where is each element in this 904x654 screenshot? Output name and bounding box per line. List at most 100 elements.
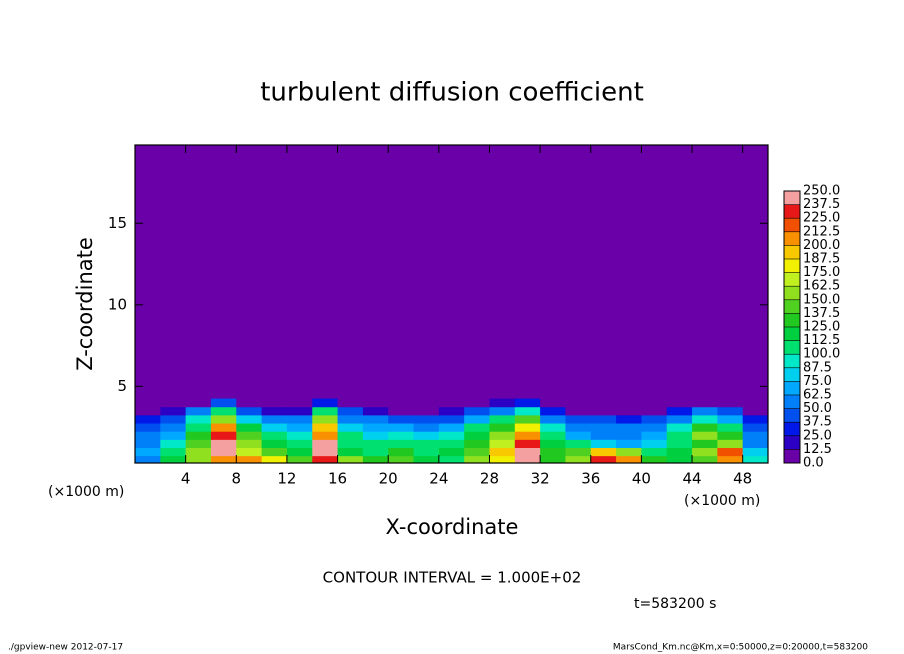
contour-cell [489, 431, 516, 440]
contour-cell [540, 455, 566, 463]
contour-cell [135, 406, 161, 416]
colorbar-label: 162.5 [803, 279, 840, 294]
y-tick-label: 5 [117, 377, 127, 395]
contour-cell [185, 414, 212, 424]
x-unit: (×1000 m) [684, 493, 760, 509]
contour-cell [312, 431, 339, 440]
contour-cell [135, 455, 161, 463]
contour-cell [692, 423, 718, 432]
colorbar-swatch [784, 313, 800, 327]
contour-cell [185, 455, 212, 463]
colorbar-label: 12.5 [803, 442, 832, 457]
contour-cell [565, 431, 592, 440]
contour-cell [540, 439, 566, 449]
contour-cell [590, 431, 617, 440]
colorbar-swatch [784, 299, 800, 314]
colorbar-swatch [784, 367, 800, 382]
contour-cell [742, 406, 768, 416]
contour-cell [388, 423, 415, 432]
colorbar-swatch [784, 449, 800, 463]
contour-cell [160, 455, 187, 463]
colorbar-swatch [784, 327, 800, 341]
contour-cell [616, 439, 642, 449]
contour-cell [641, 406, 668, 416]
contour-cell [185, 398, 212, 408]
contour-cell [464, 398, 490, 408]
contour-cell [236, 414, 263, 424]
contour-cell [236, 455, 263, 463]
x-tick-label: 8 [232, 470, 242, 488]
contour-cell [261, 406, 288, 416]
contour-cell [464, 423, 490, 432]
footer-right: MarsCond_Km.nc@Km,x=0:50000,z=0:20000,t=… [613, 643, 868, 653]
contour-cell [717, 447, 744, 457]
contour-cell [742, 455, 768, 463]
contour-cell [337, 439, 364, 449]
contour-cell [388, 406, 415, 416]
x-tick-label: 12 [277, 470, 296, 488]
contour-cell [362, 455, 389, 463]
contour-cell [692, 439, 718, 449]
contour-cell [565, 439, 592, 449]
contour-cell [666, 398, 693, 408]
y-tick-label: 10 [108, 295, 127, 313]
contour-cell [236, 431, 263, 440]
contour-cell [641, 431, 668, 440]
contour-cell [641, 439, 668, 449]
contour-cell [717, 406, 744, 416]
contour-cell [692, 414, 718, 424]
contour-cell [438, 447, 465, 457]
contour-cell [438, 414, 465, 424]
contour-cell [286, 439, 313, 449]
colorbar-swatch [784, 408, 800, 423]
contour-cell [160, 447, 187, 457]
contour-cell [489, 398, 516, 408]
contour-cell [286, 447, 313, 457]
colorbar-label: 50.0 [803, 401, 832, 416]
contour-cell [666, 455, 693, 463]
contour-cell [388, 447, 415, 457]
x-tick-label: 40 [632, 470, 651, 488]
contour-cell [742, 414, 768, 424]
contour-cell [185, 423, 212, 432]
contour-cell [261, 414, 288, 424]
contour-cell [514, 455, 541, 463]
contour-cell [565, 398, 592, 408]
contour-cell [590, 406, 617, 416]
contour-cell [514, 447, 541, 457]
colorbar-label: 37.5 [803, 415, 832, 430]
contour-cell [641, 447, 668, 457]
contour-cell [210, 447, 237, 457]
contour-cell [717, 398, 744, 408]
contour-cell [413, 439, 440, 449]
contour-cell [692, 398, 718, 408]
contour-cell [590, 455, 617, 463]
colorbar-label: 25.0 [803, 428, 832, 443]
contour-cell [413, 431, 440, 440]
colorbar-label: 137.5 [803, 306, 840, 321]
contour-cell [641, 455, 668, 463]
contour-cell [362, 439, 389, 449]
contour-cell [590, 398, 617, 408]
colorbar-label: 125.0 [803, 320, 840, 335]
contour-cell [261, 455, 288, 463]
contour-cell [616, 455, 642, 463]
contour-cell [261, 439, 288, 449]
contour-cell [616, 406, 642, 416]
contour-cell [514, 431, 541, 440]
colorbar-swatch [784, 422, 800, 436]
contour-cell [413, 406, 440, 416]
contour-cell [717, 439, 744, 449]
contour-cell [616, 431, 642, 440]
contour-cell [717, 423, 744, 432]
contour-cell [540, 414, 566, 424]
contour-cell [666, 414, 693, 424]
x-tick-label: 28 [480, 470, 499, 488]
colorbar-label: 187.5 [803, 252, 840, 267]
contour-cell [514, 398, 541, 408]
contour-cell [565, 414, 592, 424]
contour-cell [362, 423, 389, 432]
contour-cell [540, 398, 566, 408]
contour-cell [666, 423, 693, 432]
contour-cell [160, 423, 187, 432]
